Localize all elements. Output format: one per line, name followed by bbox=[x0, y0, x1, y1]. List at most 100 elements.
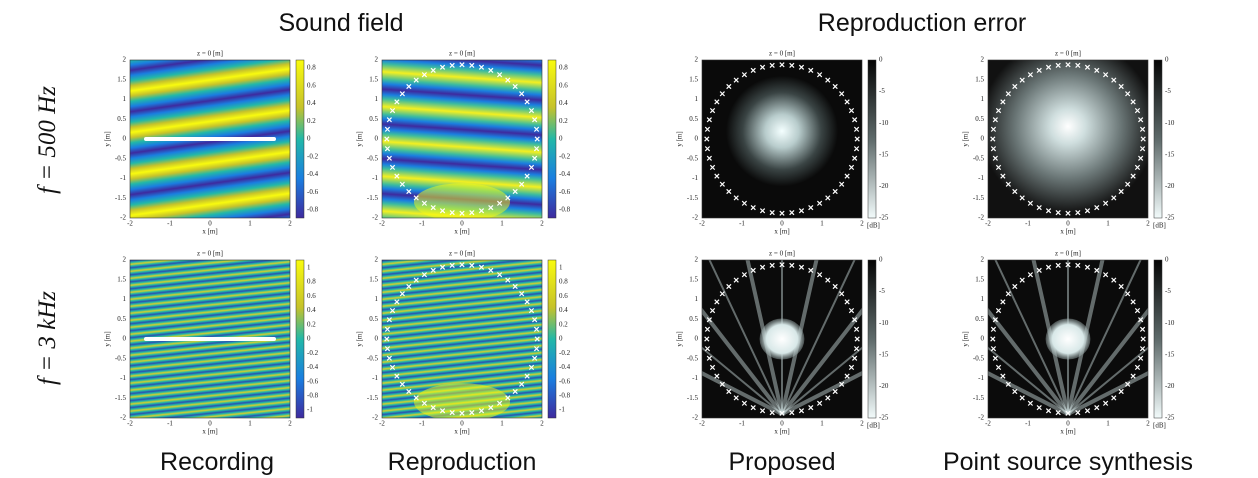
bright-spot bbox=[760, 318, 805, 359]
colorbar bbox=[1154, 60, 1162, 218]
colorbar-tick-label: 0.6 bbox=[559, 81, 568, 89]
x-tick-label: -2 bbox=[379, 220, 385, 228]
colorbar bbox=[868, 260, 876, 418]
x-tick-label: 0 bbox=[460, 420, 464, 428]
x-tick-label: 1 bbox=[248, 220, 252, 228]
panel-title: z = 0 [m] bbox=[1055, 50, 1081, 58]
panel: z = 0 [m]-2-101221.510.50-0.5-1-1.5-2x [… bbox=[104, 50, 319, 236]
x-tick-label: -2 bbox=[985, 420, 991, 428]
caption: Proposed bbox=[728, 448, 835, 476]
heatmap-image bbox=[702, 60, 862, 218]
colorbar-tick-label: 1 bbox=[307, 264, 311, 272]
x-tick-label: -2 bbox=[127, 220, 133, 228]
x-tick-label: 1 bbox=[820, 420, 824, 428]
y-tick-label: 0 bbox=[981, 335, 985, 343]
y-tick-label: -0.5 bbox=[973, 154, 985, 162]
y-tick-label: -1.5 bbox=[973, 394, 985, 402]
colorbar-tick-label: -20 bbox=[879, 382, 889, 390]
colorbar bbox=[296, 260, 304, 418]
y-tick-label: -0.5 bbox=[687, 354, 699, 362]
colorbar-tick-label: -0.6 bbox=[307, 377, 319, 385]
y-tick-label: 0 bbox=[123, 135, 127, 143]
x-tick-label: -2 bbox=[127, 420, 133, 428]
colorbar-tick-label: -0.4 bbox=[307, 363, 319, 371]
colorbar-tick-label: -0.6 bbox=[307, 188, 319, 196]
y-tick-label: 2 bbox=[981, 256, 985, 264]
y-tick-label: -1.5 bbox=[115, 394, 127, 402]
y-tick-label: 1.5 bbox=[975, 75, 984, 83]
colorbar-tick-label: -0.8 bbox=[307, 206, 319, 214]
colorbar-tick-label: 0.6 bbox=[307, 81, 316, 89]
y-tick-label: 0.5 bbox=[975, 115, 984, 123]
x-axis-label: x [m] bbox=[202, 428, 217, 436]
x-tick-label: 0 bbox=[780, 220, 784, 228]
colorbar-tick-label: 0 bbox=[559, 135, 563, 143]
colorbar-tick-label: -0.2 bbox=[307, 349, 319, 357]
colorbar-tick-label: 0 bbox=[879, 256, 883, 264]
colorbar-tick-label: -0.4 bbox=[559, 363, 571, 371]
colorbar-tick-label: -1 bbox=[559, 406, 565, 414]
colorbar-tick-label: -0.2 bbox=[307, 152, 319, 160]
y-tick-label: -1 bbox=[372, 174, 378, 182]
colorbar-tick-label: -25 bbox=[879, 214, 889, 222]
y-tick-label: -1 bbox=[372, 374, 378, 382]
colorbar-tick-label: 0 bbox=[307, 135, 311, 143]
heatmap bbox=[382, 260, 542, 421]
colorbar-tick-label: -15 bbox=[1165, 150, 1175, 158]
colorbar-tick-label: 0 bbox=[559, 335, 563, 343]
x-tick-label: -1 bbox=[739, 220, 745, 228]
y-tick-label: 2 bbox=[123, 56, 127, 64]
y-tick-label: -1.5 bbox=[687, 194, 699, 202]
colorbar-unit: [dB] bbox=[1153, 222, 1166, 230]
x-tick-label: -2 bbox=[379, 420, 385, 428]
colorbar-tick-label: 0.4 bbox=[307, 99, 316, 107]
y-tick-label: 1 bbox=[981, 295, 985, 303]
row-label: f = 3 kHz bbox=[34, 291, 61, 385]
colorbar-tick-label: -0.2 bbox=[559, 152, 571, 160]
y-tick-label: -2 bbox=[978, 214, 984, 222]
colorbar-tick-label: -10 bbox=[879, 119, 889, 127]
colorbar-tick-label: -5 bbox=[1165, 287, 1171, 295]
y-axis-label: y [m] bbox=[962, 131, 970, 146]
colorbar-tick-label: -15 bbox=[879, 350, 889, 358]
x-tick-label: 0 bbox=[1066, 420, 1070, 428]
colorbar bbox=[548, 60, 556, 218]
y-tick-label: 0 bbox=[375, 135, 379, 143]
colorbar-tick-label: 0.8 bbox=[559, 64, 568, 72]
colorbar-tick-label: 0.4 bbox=[307, 306, 316, 314]
y-tick-label: 0.5 bbox=[975, 315, 984, 323]
x-tick-label: -2 bbox=[699, 220, 705, 228]
y-tick-label: -1 bbox=[978, 374, 984, 382]
y-tick-label: 0.5 bbox=[369, 315, 378, 323]
heatmap bbox=[130, 260, 290, 418]
x-tick-label: -2 bbox=[699, 420, 705, 428]
colorbar-tick-label: -15 bbox=[879, 150, 889, 158]
heatmap bbox=[702, 60, 862, 218]
panel: z = 0 [m]-2-101221.510.50-0.5-1-1.5-2x [… bbox=[104, 250, 319, 436]
colorbar bbox=[1154, 260, 1162, 418]
x-tick-label: 2 bbox=[540, 420, 544, 428]
colorbar-tick-label: -20 bbox=[1165, 382, 1175, 390]
y-tick-label: 0.5 bbox=[117, 115, 126, 123]
colorbar-tick-label: 0.8 bbox=[307, 64, 316, 72]
y-tick-label: -0.5 bbox=[367, 154, 379, 162]
y-tick-label: -1 bbox=[120, 174, 126, 182]
row-label: f = 500 Hz bbox=[34, 86, 61, 194]
y-tick-label: -2 bbox=[692, 214, 698, 222]
y-tick-label: 1 bbox=[123, 95, 127, 103]
caption: Reproduction bbox=[388, 448, 537, 476]
y-tick-label: 0 bbox=[123, 335, 127, 343]
x-tick-label: 1 bbox=[820, 220, 824, 228]
y-axis-label: y [m] bbox=[356, 331, 364, 346]
colorbar-tick-label: -5 bbox=[879, 287, 885, 295]
colorbar bbox=[868, 60, 876, 218]
colorbar-tick-label: -0.8 bbox=[559, 391, 571, 399]
colorbar-tick-label: -15 bbox=[1165, 350, 1175, 358]
colorbar-tick-label: 0.2 bbox=[559, 320, 568, 328]
x-axis-label: x [m] bbox=[774, 228, 789, 236]
y-tick-label: 1 bbox=[123, 295, 127, 303]
colorbar-tick-label: -20 bbox=[1165, 182, 1175, 190]
y-tick-label: -1.5 bbox=[687, 394, 699, 402]
y-axis-label: y [m] bbox=[676, 331, 684, 346]
